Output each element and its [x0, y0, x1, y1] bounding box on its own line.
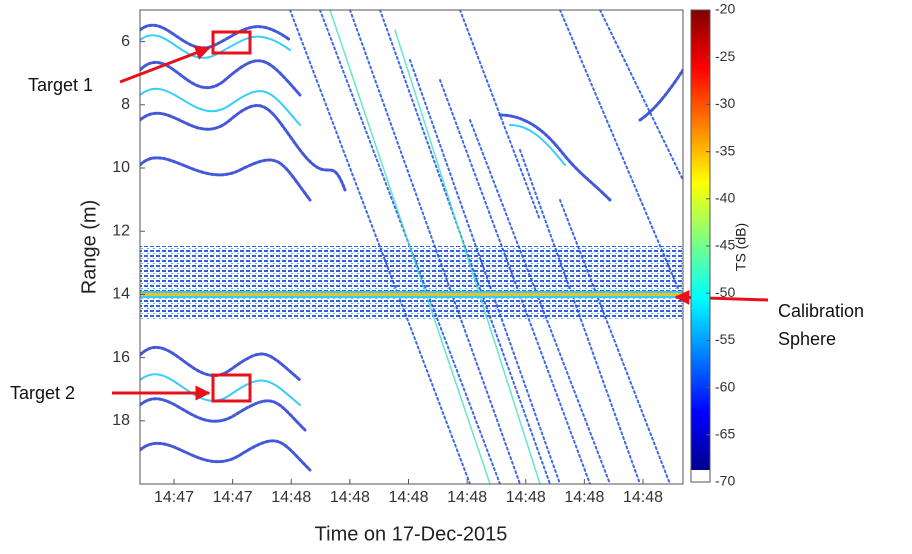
colorbar-tick-label: -60 [715, 378, 735, 394]
colorbar-tick-label: -65 [715, 426, 735, 442]
colorbar-under [691, 470, 710, 482]
target-box [211, 30, 252, 55]
x-tick-label: 14:48 [447, 489, 487, 506]
y-tick-label: 16 [112, 349, 130, 366]
y-tick-label: 12 [112, 222, 130, 239]
target-box [211, 373, 252, 403]
y-tick-label: 8 [121, 96, 130, 113]
y-tick-label: 18 [112, 412, 130, 429]
y-tick-label: 10 [112, 159, 130, 176]
x-tick-label: 14:48 [388, 489, 428, 506]
annotation: Calibration [778, 301, 864, 321]
echogram [140, 10, 683, 484]
colorbar-tick-label: -35 [715, 142, 735, 158]
annotation: Target 2 [10, 383, 75, 403]
colorbar-tick-label: -30 [715, 95, 735, 111]
annotation: Sphere [778, 329, 836, 349]
x-tick-label: 14:48 [330, 489, 370, 506]
colorbar [691, 10, 710, 470]
colorbar-tick-label: -70 [715, 473, 735, 489]
y-tick-label: 6 [121, 33, 130, 50]
x-axis-label: Time on 17-Dec-2015 [315, 523, 508, 545]
colorbar-label: TS (dB) [733, 223, 749, 271]
annotation-arrow [119, 45, 211, 84]
y-axis-label: Range (m) [78, 200, 100, 294]
colorbar-tick-label: -45 [715, 237, 735, 253]
x-tick-label: 14:47 [154, 489, 194, 506]
colorbar-tick-label: -25 [715, 48, 735, 64]
x-tick-label: 14:48 [564, 489, 604, 506]
x-tick-label: 14:47 [213, 489, 253, 506]
x-tick-label: 14:48 [623, 489, 663, 506]
x-tick-label: 14:48 [271, 489, 311, 506]
colorbar-tick-label: -55 [715, 331, 735, 347]
y-tick-label: 14 [112, 286, 130, 303]
colorbar-tick-label: -50 [715, 284, 735, 300]
colorbar-tick-label: -20 [715, 1, 735, 17]
plot-frame [139, 9, 684, 485]
colorbar-tick-label: -40 [715, 190, 735, 206]
annotation: Target 1 [28, 75, 93, 95]
x-tick-label: 14:48 [506, 489, 546, 506]
axes: 6 8 10 12 14 16 18 14:47 14:47 14:48 14:48 14:48 14:… [112, 1, 735, 507]
